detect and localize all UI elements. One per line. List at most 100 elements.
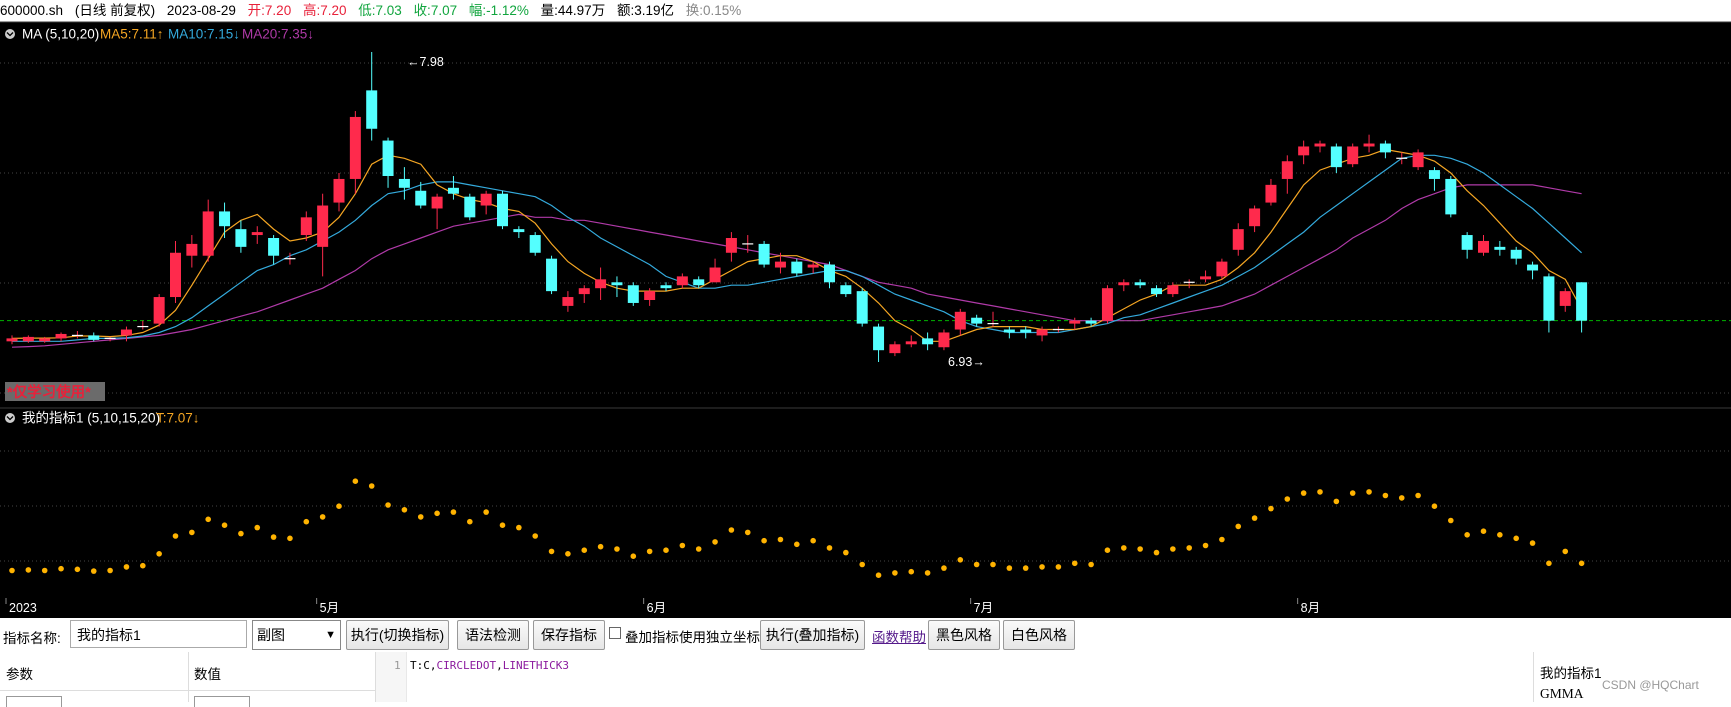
indicator-dot — [892, 570, 898, 576]
candle — [1003, 326, 1015, 339]
indicator-dot — [1186, 545, 1192, 551]
indicator-type-value: 副图 — [257, 627, 285, 643]
candle-body — [1494, 246, 1506, 250]
candle-body — [791, 261, 803, 274]
indicator-dot — [1251, 515, 1258, 521]
indicator-dot — [1448, 517, 1454, 524]
candle-body — [1118, 282, 1130, 286]
x-tick-label: 5月 — [320, 601, 339, 615]
high-price: 高:7.20 — [302, 3, 347, 18]
candle-body — [1101, 288, 1113, 321]
candle-body — [300, 217, 312, 236]
candle — [1428, 167, 1440, 191]
indicator-dot — [728, 527, 735, 533]
indicator-dot — [156, 551, 162, 557]
ma10-line — [12, 154, 1583, 342]
indicator-dot — [794, 541, 800, 548]
indicator-type-select[interactable]: 副图 ▼ — [252, 620, 341, 650]
candle — [415, 181, 427, 209]
candle — [889, 341, 901, 357]
save-indicator-button[interactable]: 保存指标 — [533, 620, 605, 650]
candle-body — [219, 211, 231, 227]
indicator-dot — [172, 533, 179, 539]
indicator-dot — [352, 478, 359, 485]
candle-body — [709, 267, 721, 283]
candle — [120, 326, 132, 342]
indicator-dot — [483, 509, 489, 515]
indicator-list-item[interactable]: GMMA — [1540, 686, 1584, 701]
candle — [954, 308, 966, 336]
main-panel-collapse-icon[interactable] — [5, 29, 15, 39]
indicator-dot — [9, 567, 15, 574]
candle — [1036, 326, 1048, 342]
candle — [88, 332, 100, 342]
ma5-value: MA5:7.11↑ — [100, 27, 164, 42]
candle-body — [382, 140, 394, 176]
candle — [202, 199, 214, 262]
exec-switch-button[interactable]: 执行(切换指标) — [346, 620, 449, 650]
candle — [447, 176, 459, 200]
candle-body — [497, 193, 508, 227]
candle — [578, 285, 590, 303]
candle-body — [333, 178, 345, 203]
candle — [1363, 134, 1375, 153]
candle-body — [824, 264, 835, 283]
black-style-button[interactable]: 黑色风格 — [928, 620, 1000, 650]
candle-body — [120, 329, 132, 336]
code-editor[interactable]: 1 T:C,CIRCLEDOT,LINETHICK3 — [376, 652, 1534, 702]
code-token-circledot: CIRCLEDOT — [436, 659, 497, 672]
candle-body — [366, 90, 378, 129]
candle — [349, 111, 361, 194]
candle — [807, 261, 819, 274]
indicator-dot — [319, 514, 326, 520]
candle — [513, 226, 525, 238]
candle-body — [251, 232, 263, 236]
candle — [1216, 258, 1228, 280]
candle — [1445, 176, 1457, 218]
indicator-dot — [123, 564, 130, 570]
indicator-dot — [401, 507, 408, 513]
indicator-dot — [597, 543, 604, 550]
candle — [1151, 285, 1162, 298]
indicator-dot — [630, 553, 637, 559]
sub-panel-collapse-icon[interactable] — [5, 413, 15, 423]
candle-body — [1428, 170, 1440, 179]
candle-body — [268, 238, 280, 256]
kline-chart[interactable]: 600000.sh (日线 前复权) 2023-08-29 开:7.20 高:7… — [0, 0, 1731, 618]
ma20-value: MA20:7.35↓ — [242, 27, 314, 42]
indicator-name-input[interactable]: 我的指标1 — [70, 620, 247, 648]
indicator-dot — [336, 503, 342, 510]
indicator-list-item[interactable]: 我的指标1 — [1540, 666, 1602, 681]
candle — [1118, 279, 1130, 292]
column-divider — [188, 652, 189, 702]
candle-body — [1167, 285, 1179, 295]
overlay-independent-axis-checkbox[interactable] — [609, 627, 621, 639]
candle — [186, 235, 198, 268]
indicator-dot — [41, 567, 48, 574]
white-style-button[interactable]: 白色风格 — [1003, 620, 1075, 650]
exec-overlay-button[interactable]: 执行(叠加指标) — [760, 620, 865, 650]
function-help-link[interactable]: 函数帮助 — [872, 630, 926, 645]
indicator-dot — [1349, 490, 1356, 496]
watermark-bg — [5, 382, 105, 401]
code-token-t: T:C, — [410, 659, 437, 672]
chart-canvas[interactable]: MA (5,10,20) MA5:7.11↑ MA10:7.15↓ MA20:7… — [0, 0, 1731, 618]
candle-body — [905, 341, 917, 345]
indicator-dot — [1415, 492, 1421, 499]
candle — [709, 258, 721, 283]
syntax-check-button[interactable]: 语法检测 — [457, 620, 529, 650]
candle-body — [1461, 235, 1473, 250]
candle — [742, 235, 754, 253]
indicator-dot — [1268, 505, 1274, 512]
indicator-dot — [744, 529, 751, 536]
candle-body — [464, 196, 476, 218]
candle-body — [954, 311, 966, 330]
indicator-dot — [1300, 490, 1307, 496]
candle — [922, 332, 934, 351]
candle — [55, 332, 67, 342]
code-line[interactable]: T:C,CIRCLEDOT,LINETHICK3 — [410, 659, 569, 672]
indicator-dot — [287, 535, 293, 542]
candle — [1249, 205, 1261, 233]
candle-body — [644, 291, 656, 300]
candle-body — [1478, 240, 1489, 253]
